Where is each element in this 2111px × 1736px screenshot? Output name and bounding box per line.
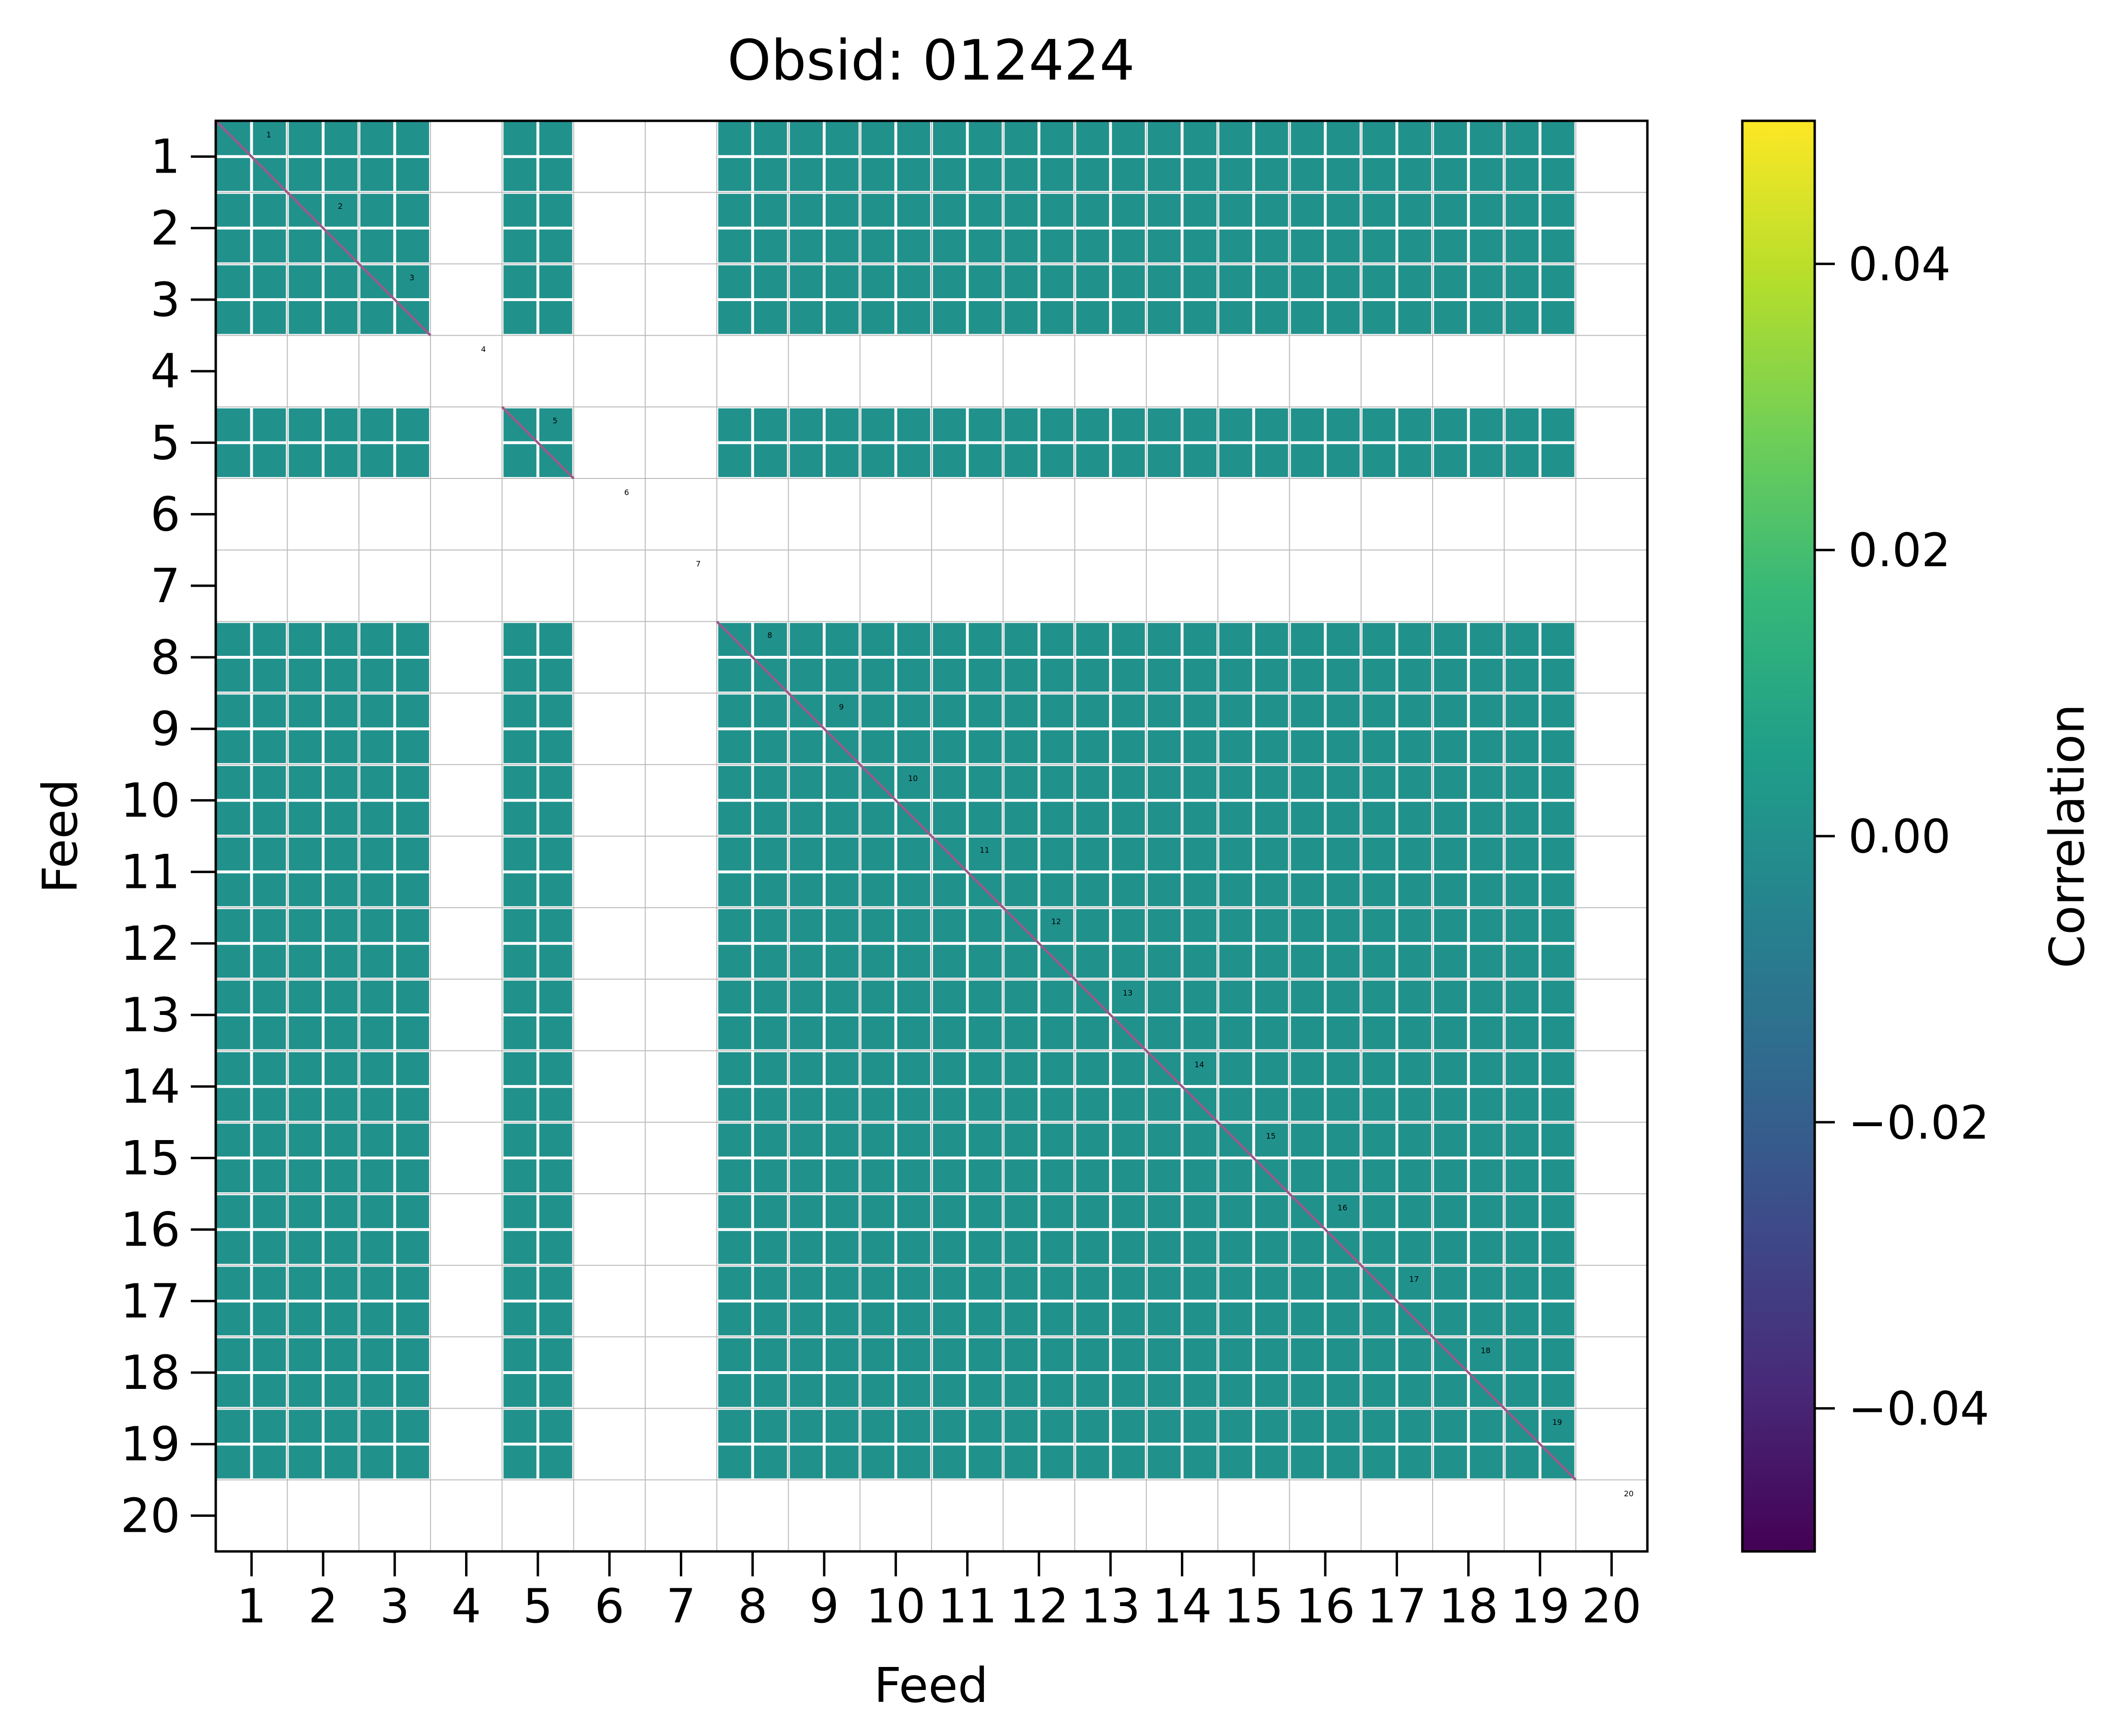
x-tick-label: 2 <box>308 1579 338 1634</box>
diagonal-line <box>1288 1193 1362 1266</box>
plot-frame <box>214 119 1649 1553</box>
x-tick-label: 3 <box>380 1579 409 1634</box>
diagonal-label: 5 <box>553 416 558 425</box>
y-tick-label: 18 <box>120 1346 180 1400</box>
x-tick-label: 8 <box>738 1579 768 1634</box>
x-tick-label: 11 <box>937 1579 997 1634</box>
diagonal-line <box>1503 1407 1577 1481</box>
y-tick-label: 11 <box>120 845 180 900</box>
y-tick-label: 12 <box>120 917 180 971</box>
y-tick-label: 16 <box>120 1203 180 1258</box>
x-tick-label: 9 <box>809 1579 839 1634</box>
colorbar-tick-label: 0.04 <box>1848 237 1951 291</box>
diagonal-line <box>1145 1049 1219 1123</box>
diagonal-line <box>1002 907 1076 980</box>
x-tick-label: 18 <box>1438 1579 1498 1634</box>
x-tick-label: 7 <box>666 1579 696 1634</box>
y-tick-label: 15 <box>120 1131 180 1186</box>
colorbar: 0.04 0.02 0.00 −0.02 −0.04 Correlation <box>1741 119 2095 1553</box>
diagonal-label: 9 <box>839 702 844 711</box>
diagonal-label: 16 <box>1338 1203 1347 1212</box>
diagonal-line <box>501 406 575 479</box>
y-tick-label: 4 <box>151 344 180 399</box>
diagonal-line <box>1217 1121 1291 1195</box>
y-tick-label: 17 <box>120 1274 180 1329</box>
colorbar-tick-label: −0.02 <box>1848 1096 1989 1150</box>
diagonal-label: 4 <box>481 345 486 354</box>
y-tick-label: 9 <box>151 702 180 757</box>
y-tick-label: 13 <box>120 988 180 1043</box>
x-tick-label: 16 <box>1295 1579 1355 1634</box>
diagonal-label: 10 <box>908 774 918 783</box>
colorbar-gradient <box>1741 119 1816 1553</box>
x-tick-label: 1 <box>236 1579 266 1634</box>
y-tick-label: 2 <box>151 201 180 256</box>
diagonal-label: 18 <box>1481 1346 1490 1355</box>
diagonal-label: 17 <box>1409 1275 1419 1284</box>
diagonal-label: 15 <box>1266 1131 1276 1141</box>
y-tick-label: 5 <box>151 416 180 470</box>
x-axis-label: Feed <box>874 1657 989 1713</box>
diagonal-line <box>1360 1264 1434 1338</box>
diagonal-label: 3 <box>409 273 414 282</box>
diagonal-label: 7 <box>696 559 700 569</box>
colorbar-label: Correlation <box>2039 704 2095 968</box>
diagonal-line <box>1432 1336 1505 1410</box>
x-tick-label: 12 <box>1009 1579 1069 1634</box>
feed-grid <box>216 121 1647 1551</box>
diagonal-label: 1 <box>266 130 271 139</box>
diagonal-line <box>215 120 289 193</box>
diagonal-line <box>286 191 360 265</box>
diagonal-line <box>716 620 790 694</box>
colorbar-tick-label: −0.04 <box>1848 1382 1989 1436</box>
y-tick-label: 14 <box>120 1060 180 1114</box>
diagonal-label: 13 <box>1123 989 1132 998</box>
y-tick-label: 19 <box>120 1417 180 1472</box>
x-tick-label: 19 <box>1510 1579 1570 1634</box>
x-axis: 1 2 3 4 5 6 7 8 9 10 11 12 13 14 15 16 17 18 19 20 <box>236 1551 1642 1634</box>
diagonal-line <box>787 692 861 766</box>
chart-title: Obsid: 012424 <box>727 28 1135 93</box>
x-tick-label: 6 <box>595 1579 624 1634</box>
diagonal-line <box>1073 978 1147 1052</box>
diagonal-label: 14 <box>1194 1060 1204 1069</box>
y-tick-label: 8 <box>151 630 180 685</box>
x-tick-label: 4 <box>451 1579 481 1634</box>
y-tick-label: 1 <box>151 130 180 185</box>
x-tick-label: 13 <box>1081 1579 1141 1634</box>
diagonal-label: 6 <box>624 488 629 497</box>
y-tick-label: 10 <box>120 773 180 828</box>
x-tick-label: 15 <box>1224 1579 1283 1634</box>
x-tick-label: 14 <box>1152 1579 1212 1634</box>
diagonal-label: 12 <box>1051 917 1061 926</box>
colorbar-tick-label: 0.00 <box>1848 810 1951 863</box>
diagonal-line <box>931 835 1004 909</box>
diagonal-label: 19 <box>1552 1418 1562 1427</box>
x-tick-label: 17 <box>1367 1579 1427 1634</box>
y-tick-label: 6 <box>151 488 180 542</box>
y-tick-label: 7 <box>151 559 180 614</box>
colorbar-tick-label: 0.02 <box>1848 524 1951 577</box>
y-tick-label: 20 <box>120 1489 180 1543</box>
x-tick-label: 5 <box>523 1579 553 1634</box>
x-tick-label: 20 <box>1582 1579 1642 1634</box>
y-axis-label: Feed <box>32 779 88 894</box>
diagonal-label: 11 <box>980 845 989 854</box>
colorbar-ticks: 0.04 0.02 0.00 −0.02 −0.04 <box>1815 237 1989 1436</box>
y-tick-label: 3 <box>151 273 180 327</box>
x-tick-label: 10 <box>866 1579 926 1634</box>
diagonal-label: 20 <box>1624 1489 1633 1498</box>
diagonal-label: 2 <box>338 202 343 211</box>
diagonal-line <box>859 764 933 837</box>
diagonal-label: 8 <box>767 631 772 640</box>
diagonal-line <box>358 263 432 337</box>
